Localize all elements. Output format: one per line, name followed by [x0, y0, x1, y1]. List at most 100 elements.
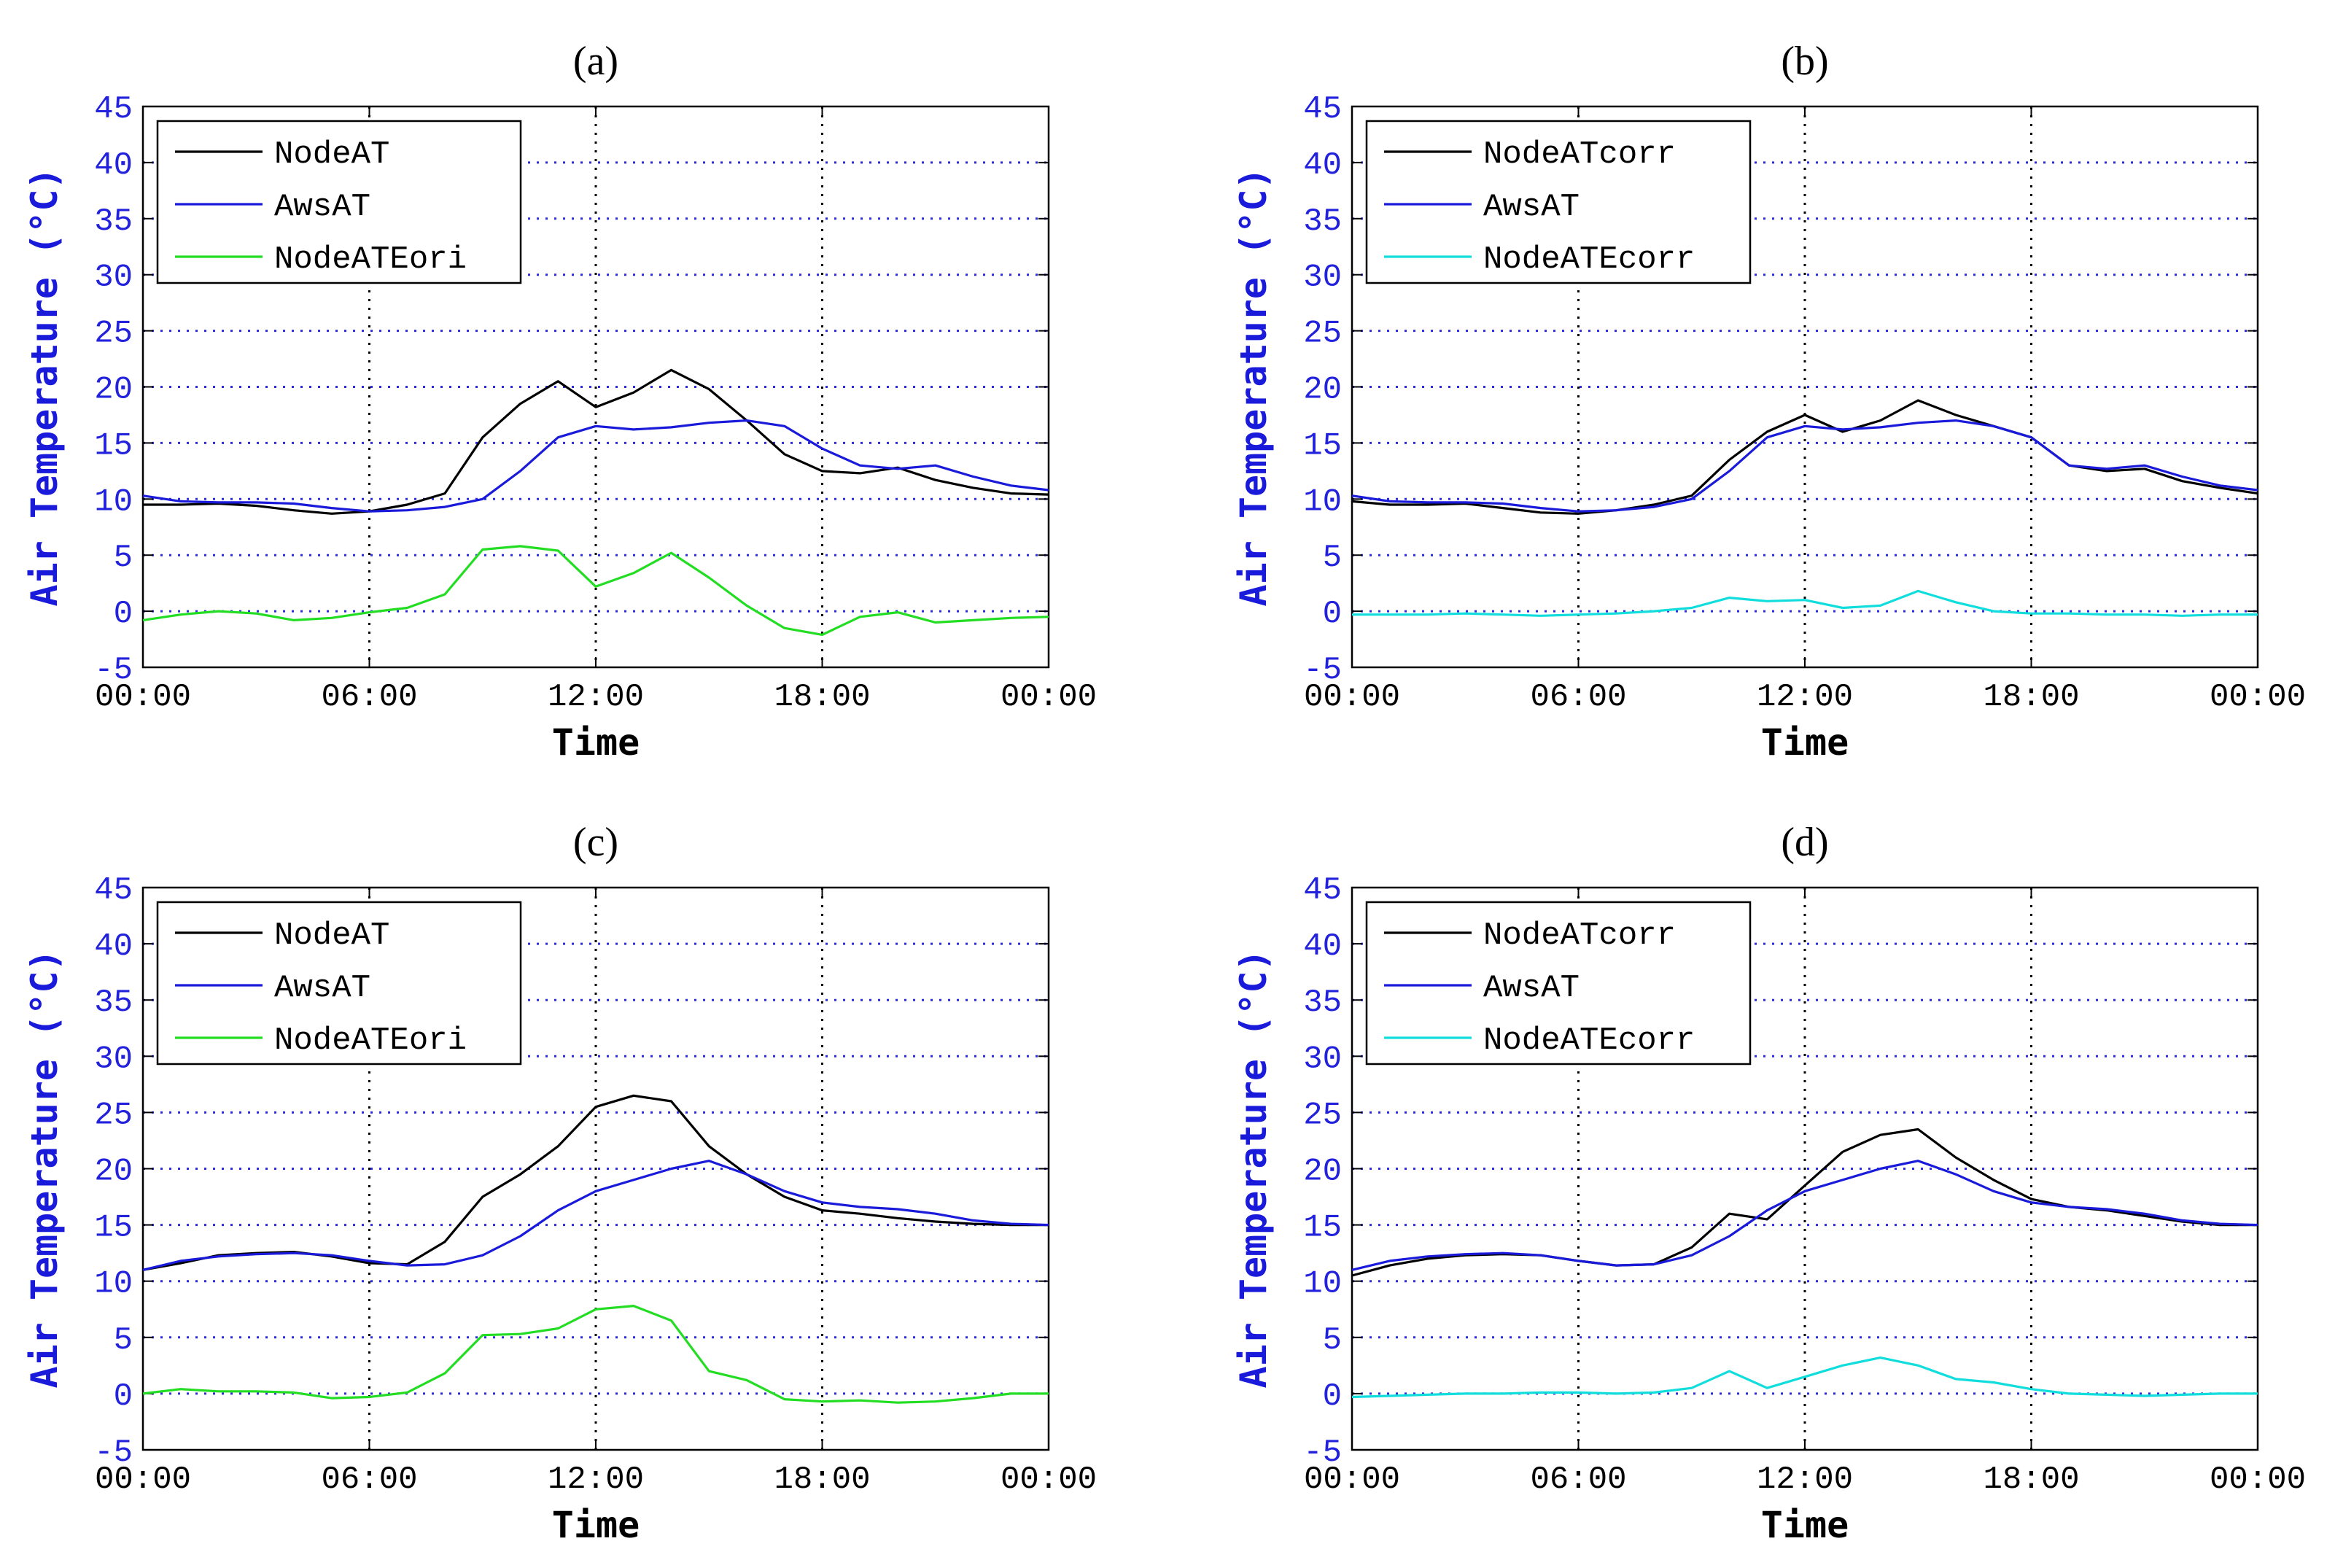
y-tick-label: 25 [1303, 316, 1342, 352]
x-axis-label: Time [552, 721, 640, 764]
y-tick-label: 30 [1303, 1041, 1342, 1077]
y-tick-label: 40 [94, 928, 133, 965]
y-tick-label: 15 [1303, 427, 1342, 464]
legend-label: NodeAT [274, 917, 389, 954]
y-tick-label: 25 [94, 316, 133, 352]
series-line-NodeATEcorr [1352, 589, 2258, 617]
y-tick-label: 35 [1303, 203, 1342, 240]
legend-label: NodeAT [274, 136, 389, 173]
y-tick-label: -5 [1303, 1435, 1342, 1471]
y-tick-label: 20 [1303, 1154, 1342, 1190]
y-tick-label: 35 [94, 985, 133, 1021]
y-tick-label: 40 [1303, 928, 1342, 965]
x-tick-label: 06:00 [1530, 1462, 1626, 1498]
x-tick-label: 12:00 [1757, 1462, 1853, 1498]
axes-frame [141, 105, 1050, 669]
legend-label: NodeATEori [274, 241, 467, 278]
series-line-NodeATEori [142, 1304, 1049, 1404]
x-tick-label: 18:00 [774, 1462, 870, 1498]
series-line-AwsAT [1351, 1160, 2258, 1271]
y-tick-label: 25 [94, 1097, 133, 1133]
series-line-NodeATEori [142, 545, 1049, 637]
axes-frame [141, 886, 1050, 1451]
y-tick-label: 5 [114, 540, 133, 576]
y-tick-label: 35 [94, 203, 133, 240]
y-tick-label: 10 [1303, 484, 1342, 520]
legend-label: NodeATcorr [1483, 917, 1676, 954]
chart-panel-2: (b) -5 0 5 10 15 20 25 30 35 40 45 00:00 06:00 12:00 18… [1232, 39, 2306, 764]
x-tick-label: 06:00 [321, 1462, 417, 1498]
x-tick-label: 06:00 [321, 679, 417, 715]
legend-label: AwsAT [1483, 970, 1580, 1006]
y-tick-label: 5 [1323, 1322, 1342, 1359]
y-tick-label: -5 [1303, 652, 1342, 688]
y-tick-label: -5 [94, 652, 133, 688]
y-tick-label: 20 [94, 1154, 133, 1190]
x-tick-label: 12:00 [548, 1462, 644, 1498]
y-tick-label: 20 [94, 372, 133, 408]
axes-frame [1351, 886, 2259, 1451]
y-tick-label: 0 [1323, 1378, 1342, 1415]
y-tick-label: 40 [94, 147, 133, 184]
y-tick-label: 45 [94, 91, 133, 128]
y-axis-label: Air Temperature (°C) [23, 949, 66, 1388]
panel-title: (b) [1781, 39, 1828, 84]
y-tick-label: -5 [94, 1435, 133, 1471]
x-tick-label: 00:00 [1304, 1462, 1400, 1498]
y-tick-label: 5 [114, 1322, 133, 1359]
legend-label: AwsAT [274, 970, 370, 1006]
x-tick-label: 00:00 [2210, 679, 2306, 715]
x-tick-label: 12:00 [1757, 679, 1853, 715]
series-line-NodeAT [142, 1094, 1049, 1271]
y-tick-label: 30 [94, 1041, 133, 1077]
series-line-AwsAT [1351, 419, 2258, 513]
y-tick-label: 0 [114, 1378, 133, 1415]
y-tick-label: 0 [114, 596, 133, 632]
chart-panel-3: (c) -5 0 5 10 15 20 25 30 35 40 45 00:00 06:00 12:00 18… [23, 820, 1097, 1546]
y-tick-label: 20 [1303, 372, 1342, 408]
panel-title: (c) [573, 820, 618, 865]
y-tick-label: 30 [94, 260, 133, 296]
y-tick-label: 40 [1303, 147, 1342, 184]
panel-title: (a) [573, 39, 618, 84]
series-line-AwsAT [142, 1160, 1049, 1271]
y-tick-label: 45 [1303, 872, 1342, 909]
x-tick-label: 00:00 [95, 1462, 191, 1498]
x-tick-label: 00:00 [95, 679, 191, 715]
y-tick-label: 10 [94, 484, 133, 520]
y-tick-label: 0 [1323, 596, 1342, 632]
x-axis-label: Time [1761, 721, 1849, 764]
y-tick-label: 10 [1303, 1266, 1342, 1303]
panel-title: (d) [1781, 820, 1828, 865]
x-tick-label: 00:00 [1001, 679, 1097, 715]
axes-frame [1351, 105, 2259, 669]
legend-label: NodeATEcorr [1483, 1022, 1695, 1059]
chart-panel-4: (d) -5 0 5 10 15 20 25 30 35 40 45 00:00 06:00 12:00 18… [1232, 820, 2306, 1546]
legend-label: NodeATEcorr [1483, 241, 1695, 278]
y-tick-label: 45 [1303, 91, 1342, 128]
legend-label: NodeATEori [274, 1022, 467, 1059]
x-tick-label: 18:00 [1983, 679, 2079, 715]
series-line-NodeATcorr [1351, 399, 2258, 515]
x-tick-label: 06:00 [1530, 679, 1626, 715]
x-axis-label: Time [552, 1504, 640, 1546]
y-tick-label: 25 [1303, 1097, 1342, 1133]
x-tick-label: 00:00 [1001, 1462, 1097, 1498]
y-tick-label: 30 [1303, 260, 1342, 296]
x-tick-label: 18:00 [774, 679, 870, 715]
x-axis-label: Time [1761, 1504, 1849, 1546]
chart-panel-1: (a) -5 0 5 10 15 20 25 30 35 40 45 00:00 06:00 12:00 18… [23, 39, 1097, 764]
legend-label: NodeATcorr [1483, 136, 1676, 173]
x-tick-label: 00:00 [1304, 679, 1400, 715]
y-axis-label: Air Temperature (°C) [23, 167, 66, 606]
y-axis-label: Air Temperature (°C) [1232, 167, 1275, 606]
x-tick-label: 12:00 [548, 679, 644, 715]
y-tick-label: 10 [94, 1266, 133, 1303]
x-tick-label: 18:00 [1983, 1462, 2079, 1498]
y-tick-label: 15 [94, 1210, 133, 1246]
y-tick-label: 35 [1303, 985, 1342, 1021]
y-tick-label: 15 [94, 427, 133, 464]
series-line-NodeATEcorr [1351, 1356, 2258, 1399]
y-tick-label: 15 [1303, 1210, 1342, 1246]
